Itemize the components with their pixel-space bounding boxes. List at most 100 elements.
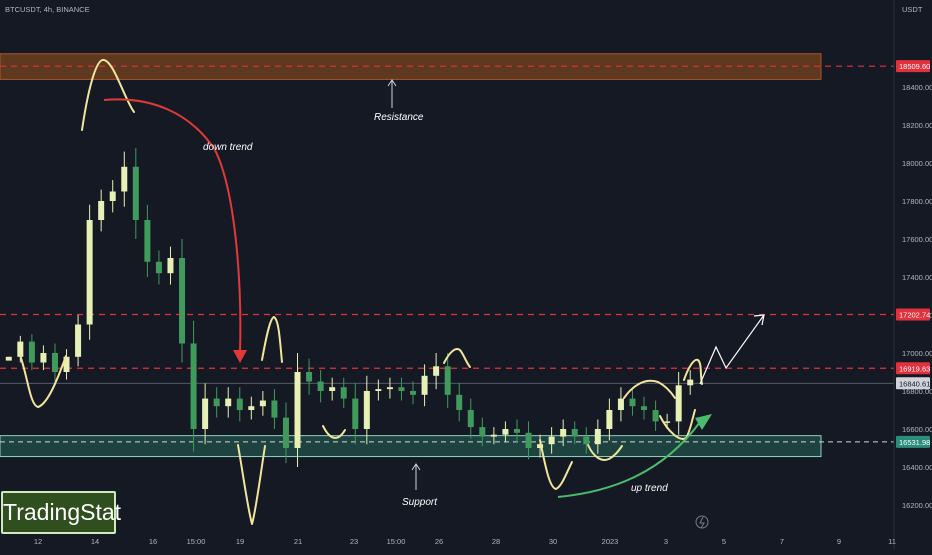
pattern-marker-7 xyxy=(539,439,573,490)
lightning-icon[interactable] xyxy=(695,515,709,529)
candle-body xyxy=(294,372,301,448)
candle-body xyxy=(5,356,12,361)
up-trend-arrow xyxy=(557,421,701,498)
price-tick-label: 17600.00 xyxy=(902,235,932,244)
pattern-marker-11 xyxy=(683,358,703,385)
price-tick-label: 18000.00 xyxy=(902,159,932,168)
pattern-marker-3 xyxy=(237,444,266,525)
pattern-marker-4 xyxy=(261,316,283,363)
time-axis[interactable]: 12 14 16 15:00 19 21 23 15:00 26 28 30 2023 3 5 7 9 11 xyxy=(34,537,896,546)
candle-body xyxy=(121,166,128,192)
price-tick-label: 16200.00 xyxy=(902,501,932,510)
candle-body xyxy=(641,406,648,410)
pattern-markers xyxy=(19,59,703,525)
price-tags: 18509.60 17202.74 16919.63 16840.61 16531.98 xyxy=(896,60,930,448)
time-tick-label: 30 xyxy=(549,537,557,546)
candle-body xyxy=(306,372,313,382)
price-tick-label: 17400.00 xyxy=(902,273,932,282)
candle-body xyxy=(282,417,289,448)
time-tick-label: 14 xyxy=(91,537,99,546)
time-tick-label: 11 xyxy=(888,537,896,546)
projection-path xyxy=(699,314,765,385)
candle-body xyxy=(329,387,336,391)
pattern-marker-6 xyxy=(443,348,471,368)
projection-arrowhead xyxy=(753,314,765,326)
price-tick-label: 16600.00 xyxy=(902,425,932,434)
price-tick-label: 17800.00 xyxy=(902,197,932,206)
candle-body xyxy=(513,429,520,433)
candle-body xyxy=(40,353,47,363)
pattern-marker-2 xyxy=(81,59,135,131)
support-zone xyxy=(0,435,822,458)
candle-body xyxy=(456,394,463,410)
time-tick-label: 5 xyxy=(722,537,726,546)
up-trend-label: up trend xyxy=(631,483,668,494)
price-tag-label: 16840.61 xyxy=(899,379,930,388)
time-tick-label: 2023 xyxy=(602,537,619,546)
tradingstat-badge: TradingStat xyxy=(1,491,121,534)
candle-body xyxy=(259,400,266,407)
up-trend-arrowhead xyxy=(695,414,712,430)
candle-body xyxy=(675,385,682,422)
time-tick-label: 19 xyxy=(236,537,244,546)
price-tick-label: 18200.00 xyxy=(902,121,932,130)
price-tag-label: 17202.74 xyxy=(899,310,930,319)
candle-body xyxy=(109,191,116,201)
resistance-pointer-head xyxy=(387,79,397,87)
time-tick-label: 12 xyxy=(34,537,42,546)
price-tag xyxy=(896,435,930,448)
candle-body xyxy=(248,406,255,410)
lightning-icon-bolt xyxy=(699,516,705,529)
candle-body xyxy=(352,398,359,429)
time-tick-label: 16 xyxy=(149,537,157,546)
candles-group xyxy=(5,147,694,467)
pattern-marker-5 xyxy=(322,425,346,439)
time-tick-label: 26 xyxy=(435,537,443,546)
price-tag xyxy=(896,308,930,321)
candle-body xyxy=(144,220,151,262)
candle-body xyxy=(629,398,636,407)
candle-body xyxy=(225,398,232,407)
candle-body xyxy=(571,429,578,437)
candle-body xyxy=(525,432,532,448)
candle-body xyxy=(606,410,613,429)
candle-body xyxy=(179,258,186,344)
candle-body xyxy=(444,366,451,395)
candle-body xyxy=(537,444,544,448)
resistance-label: Resistance xyxy=(374,112,424,123)
candle-body xyxy=(583,436,590,445)
candle-body xyxy=(479,427,486,437)
price-tick-label: 17000.00 xyxy=(902,349,932,358)
symbol-label: BTCUSDT, 4h, BINANCE xyxy=(5,5,90,14)
candle-body xyxy=(687,379,694,386)
price-tag xyxy=(896,60,930,73)
candle-body xyxy=(548,436,555,445)
candle-body xyxy=(75,324,82,357)
candle-body xyxy=(560,429,567,437)
candle-body xyxy=(664,421,671,423)
candle-body xyxy=(467,410,474,428)
candle-body xyxy=(86,220,93,325)
time-tick-label: 15:00 xyxy=(387,537,406,546)
candle-body xyxy=(398,387,405,391)
price-tag-label: 16919.63 xyxy=(899,364,930,373)
price-tag xyxy=(896,362,930,375)
candle-body xyxy=(132,166,139,220)
down-trend-arrow xyxy=(103,98,242,353)
pattern-marker-9 xyxy=(623,379,676,399)
currency-label: USDT xyxy=(902,5,923,14)
time-tick-label: 7 xyxy=(780,537,784,546)
pattern-marker-8 xyxy=(587,444,623,461)
candle-body xyxy=(51,353,58,372)
candle-body xyxy=(28,341,35,363)
candle-body xyxy=(502,429,509,435)
time-tick-label: 28 xyxy=(492,537,500,546)
candle-body xyxy=(421,375,428,395)
candle-body xyxy=(63,356,70,372)
candle-body xyxy=(594,429,601,445)
candle-body xyxy=(236,398,243,410)
price-tag xyxy=(896,377,930,390)
candle-body xyxy=(617,398,624,410)
time-tick-label: 3 xyxy=(664,537,668,546)
